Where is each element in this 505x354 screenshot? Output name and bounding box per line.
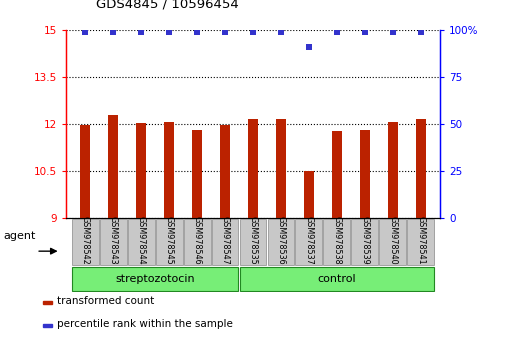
FancyBboxPatch shape bbox=[72, 219, 98, 264]
FancyBboxPatch shape bbox=[72, 267, 238, 291]
Point bbox=[248, 29, 257, 35]
Text: GSM978545: GSM978545 bbox=[164, 216, 173, 265]
Bar bbox=[136, 123, 146, 218]
FancyBboxPatch shape bbox=[239, 267, 433, 291]
Text: GSM978535: GSM978535 bbox=[248, 216, 257, 265]
Text: GSM978544: GSM978544 bbox=[136, 216, 145, 265]
Bar bbox=[42, 324, 52, 327]
Point bbox=[81, 29, 89, 35]
FancyBboxPatch shape bbox=[379, 219, 406, 264]
FancyBboxPatch shape bbox=[99, 219, 126, 264]
FancyBboxPatch shape bbox=[295, 219, 322, 264]
Bar bbox=[42, 301, 52, 304]
Point bbox=[109, 29, 117, 35]
Bar bbox=[192, 130, 201, 218]
Text: GSM978537: GSM978537 bbox=[304, 216, 313, 265]
Text: GSM978547: GSM978547 bbox=[220, 216, 229, 265]
Text: GSM978541: GSM978541 bbox=[415, 216, 424, 265]
Point bbox=[388, 29, 396, 35]
FancyBboxPatch shape bbox=[128, 219, 155, 264]
FancyBboxPatch shape bbox=[407, 219, 433, 264]
Point bbox=[416, 29, 424, 35]
Bar bbox=[80, 125, 90, 218]
Text: GSM978542: GSM978542 bbox=[81, 216, 90, 265]
Text: GSM978543: GSM978543 bbox=[109, 216, 118, 265]
FancyBboxPatch shape bbox=[267, 219, 294, 264]
Bar bbox=[108, 115, 118, 218]
FancyBboxPatch shape bbox=[183, 219, 210, 264]
Bar bbox=[164, 122, 174, 218]
Bar bbox=[247, 119, 258, 218]
Text: GSM978536: GSM978536 bbox=[276, 216, 285, 265]
Text: control: control bbox=[317, 274, 356, 284]
Text: agent: agent bbox=[4, 231, 35, 241]
Bar bbox=[359, 130, 369, 218]
Text: streptozotocin: streptozotocin bbox=[115, 274, 194, 284]
Text: transformed count: transformed count bbox=[57, 296, 154, 306]
Bar bbox=[387, 122, 397, 218]
Point bbox=[221, 29, 229, 35]
Bar bbox=[331, 131, 341, 218]
Bar bbox=[304, 171, 313, 218]
Bar bbox=[276, 119, 285, 218]
Point bbox=[304, 44, 312, 50]
Text: GDS4845 / 10596454: GDS4845 / 10596454 bbox=[96, 0, 238, 11]
Text: GSM978546: GSM978546 bbox=[192, 216, 201, 265]
FancyBboxPatch shape bbox=[350, 219, 377, 264]
FancyBboxPatch shape bbox=[323, 219, 349, 264]
Point bbox=[332, 29, 340, 35]
FancyBboxPatch shape bbox=[211, 219, 238, 264]
Point bbox=[360, 29, 368, 35]
Text: GSM978538: GSM978538 bbox=[332, 216, 341, 265]
Text: GSM978540: GSM978540 bbox=[387, 216, 396, 265]
FancyBboxPatch shape bbox=[156, 219, 182, 264]
Text: percentile rank within the sample: percentile rank within the sample bbox=[57, 319, 233, 329]
Text: GSM978539: GSM978539 bbox=[360, 216, 369, 265]
Bar bbox=[415, 119, 425, 218]
Bar bbox=[220, 125, 229, 218]
Point bbox=[193, 29, 201, 35]
FancyBboxPatch shape bbox=[239, 219, 266, 264]
Point bbox=[276, 29, 284, 35]
Point bbox=[165, 29, 173, 35]
Point bbox=[137, 29, 145, 35]
